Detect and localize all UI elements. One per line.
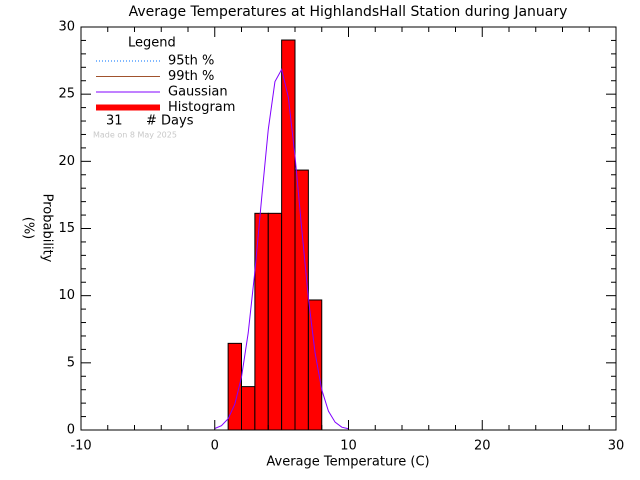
y-tick-label: 30 (58, 20, 75, 35)
histogram-bar (294, 169, 309, 431)
x-tick-label: 10 (340, 439, 357, 454)
legend-label: Histogram (168, 100, 235, 115)
histogram-bar (241, 386, 256, 431)
gaussian-curve (214, 68, 349, 430)
legend-label: 99th % (168, 69, 214, 84)
legend-title: Legend (128, 36, 176, 51)
footnote: Made on 8 May 2025 (93, 131, 177, 140)
y-tick-label: 15 (58, 221, 75, 236)
histogram-bar (267, 212, 283, 431)
x-tick-label: -10 (70, 439, 91, 454)
x-tick-label: 30 (608, 439, 625, 454)
legend-label: 95th % (168, 54, 214, 69)
y-tick-label: 5 (67, 355, 75, 370)
chart-title: Average Temperatures at HighlandsHall St… (129, 4, 568, 20)
legend-label: Gaussian (168, 85, 228, 100)
x-axis-label: Average Temperature (C) (266, 455, 429, 470)
y-tick-label: 0 (67, 423, 75, 438)
legend-days-label: # Days (146, 114, 194, 129)
y-tick-label: 20 (58, 154, 75, 169)
y-axis-label: Probability (40, 194, 55, 263)
legend-days: 31 (106, 114, 123, 129)
y-tick-label: 10 (58, 288, 75, 303)
histogram-bar (307, 299, 323, 431)
x-tick-label: 0 (211, 439, 219, 454)
y-tick-label: 25 (58, 87, 75, 102)
x-tick-label: 20 (474, 439, 491, 454)
y-axis-label: (%) (21, 217, 36, 240)
